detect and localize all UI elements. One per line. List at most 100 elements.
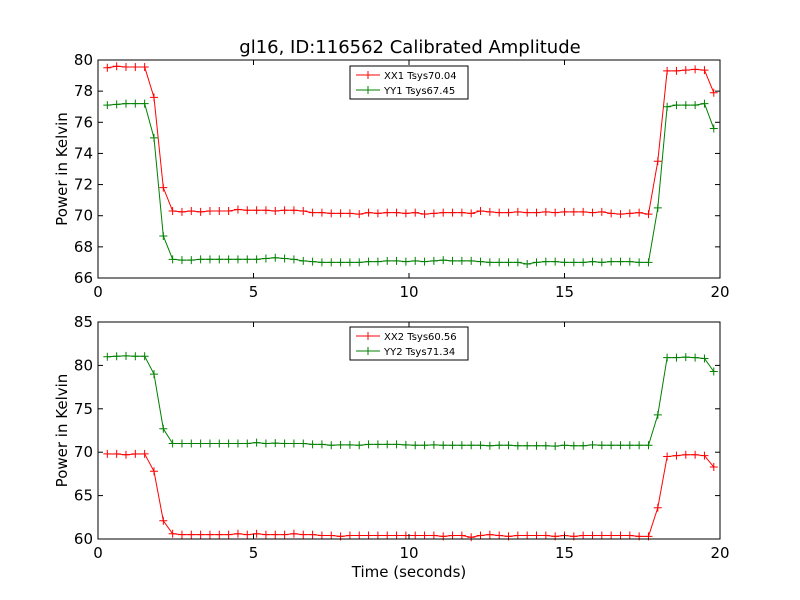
series-markers-2-2	[103, 351, 718, 451]
data-point	[607, 531, 616, 540]
data-point	[215, 530, 224, 539]
data-point	[495, 258, 504, 267]
y-tick-label: 68	[74, 238, 93, 256]
data-point	[485, 530, 494, 539]
data-point	[159, 516, 168, 525]
data-point	[224, 255, 233, 264]
data-point	[299, 207, 308, 216]
data-point	[513, 441, 522, 450]
data-point	[709, 88, 718, 97]
data-point	[467, 256, 476, 265]
data-point	[579, 258, 588, 267]
data-point	[205, 207, 214, 216]
data-point	[579, 207, 588, 216]
x-tick-label: 0	[93, 544, 103, 562]
data-point	[597, 441, 606, 450]
data-point	[663, 102, 672, 111]
data-point	[168, 255, 177, 264]
x-tick-label: 20	[710, 544, 729, 562]
data-point	[448, 441, 457, 450]
data-point	[177, 530, 186, 539]
data-point	[476, 441, 485, 450]
data-point	[233, 255, 242, 264]
data-point	[261, 439, 270, 448]
data-point	[485, 441, 494, 450]
data-point	[579, 441, 588, 450]
data-point	[513, 207, 522, 216]
data-point	[401, 257, 410, 266]
data-point	[392, 208, 401, 217]
data-point	[485, 207, 494, 216]
data-point	[504, 208, 513, 217]
data-point	[709, 367, 718, 376]
data-point	[308, 530, 317, 539]
data-point	[439, 256, 448, 265]
data-point	[103, 63, 112, 72]
y-tick-label: 80	[74, 51, 93, 69]
data-point	[215, 439, 224, 448]
data-point	[411, 208, 420, 217]
data-point	[625, 257, 634, 266]
data-point	[625, 531, 634, 540]
data-point	[149, 467, 158, 476]
data-point	[252, 438, 261, 447]
x-tick-label: 20	[710, 283, 729, 301]
chart-panel-2: 0 5 10 15 20 60 65 70 75 80 85 Power in Kelvin Time …	[53, 313, 730, 581]
data-point	[439, 441, 448, 450]
data-point	[224, 207, 233, 216]
legend-box	[349, 65, 469, 100]
data-point	[457, 208, 466, 217]
data-point	[159, 183, 168, 192]
data-point	[681, 450, 690, 459]
data-point	[280, 206, 289, 215]
data-point	[663, 353, 672, 362]
data-point	[532, 441, 541, 450]
x-tick-label: 0	[93, 283, 103, 301]
data-point	[663, 66, 672, 75]
y-tick-label: 78	[74, 82, 93, 100]
data-point	[149, 370, 158, 379]
data-point	[373, 209, 382, 218]
data-point	[140, 449, 149, 458]
y-tick-label: 65	[74, 487, 93, 505]
data-point	[429, 256, 438, 265]
data-point	[420, 210, 429, 219]
data-point	[495, 441, 504, 450]
y-axis-label: Power in Kelvin	[53, 374, 71, 488]
data-point	[644, 441, 653, 450]
data-point	[392, 440, 401, 449]
data-point	[121, 450, 130, 459]
data-point	[691, 65, 700, 74]
data-point	[401, 209, 410, 218]
data-point	[336, 258, 345, 267]
legend-marker	[364, 347, 372, 355]
series-markers-2-1	[103, 449, 718, 542]
y-tick-label: 74	[74, 144, 93, 162]
data-point	[271, 207, 280, 216]
data-point	[121, 99, 130, 108]
data-point	[215, 207, 224, 216]
data-point	[439, 208, 448, 217]
data-point	[121, 351, 130, 360]
y-tick-label: 60	[74, 530, 93, 548]
data-point	[299, 439, 308, 448]
y-tick-label: 66	[74, 269, 93, 287]
data-point	[271, 439, 280, 448]
data-point	[308, 257, 317, 266]
series-markers-1-1	[103, 62, 718, 219]
data-point	[159, 231, 168, 240]
data-point	[429, 440, 438, 449]
data-point	[299, 530, 308, 539]
data-point	[243, 439, 252, 448]
data-point	[532, 531, 541, 540]
data-point	[485, 258, 494, 267]
data-point	[401, 440, 410, 449]
data-point	[205, 439, 214, 448]
data-point	[588, 531, 597, 540]
data-point	[700, 66, 709, 75]
x-tick-label: 5	[249, 544, 259, 562]
data-point	[327, 209, 336, 218]
x-tick-label: 15	[555, 544, 574, 562]
data-point	[355, 258, 364, 267]
